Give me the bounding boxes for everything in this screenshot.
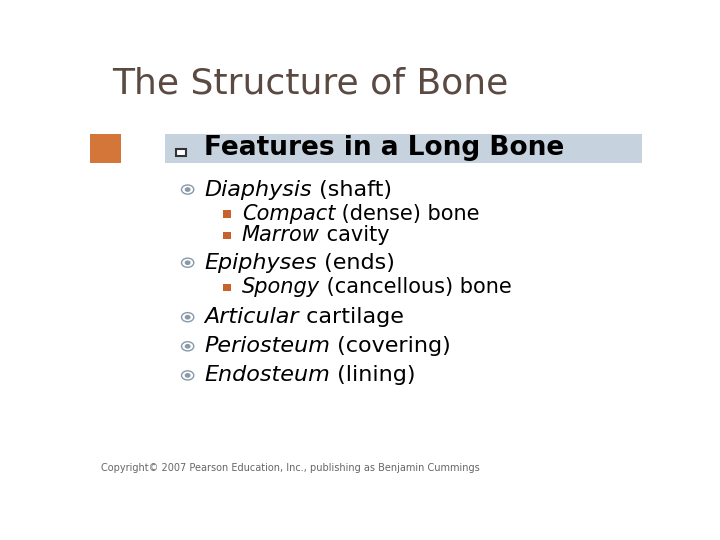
Circle shape: [186, 345, 190, 348]
Text: cavity: cavity: [320, 225, 390, 245]
Text: (cancellous) bone: (cancellous) bone: [320, 277, 512, 297]
Text: Articular: Articular: [204, 307, 299, 327]
FancyBboxPatch shape: [166, 134, 642, 163]
Text: (covering): (covering): [330, 336, 451, 356]
Circle shape: [186, 374, 190, 377]
Text: Periosteum: Periosteum: [204, 336, 330, 356]
Circle shape: [186, 261, 190, 265]
Text: (shaft): (shaft): [312, 179, 392, 200]
FancyBboxPatch shape: [90, 134, 121, 163]
Text: Diaphysis: Diaphysis: [204, 179, 312, 200]
Text: Marrow: Marrow: [242, 225, 320, 245]
Text: Endosteum: Endosteum: [204, 366, 330, 386]
Text: cartilage: cartilage: [299, 307, 404, 327]
Text: Copyright© 2007 Pearson Education, Inc., publishing as Benjamin Cummings: Copyright© 2007 Pearson Education, Inc.,…: [101, 463, 480, 473]
FancyBboxPatch shape: [222, 232, 230, 239]
Text: Compact: Compact: [242, 204, 335, 224]
FancyBboxPatch shape: [222, 210, 230, 218]
Text: (lining): (lining): [330, 366, 415, 386]
Text: (ends): (ends): [317, 253, 395, 273]
Circle shape: [186, 188, 190, 191]
Text: Spongy: Spongy: [242, 277, 320, 297]
Text: The Structure of Bone: The Structure of Bone: [112, 66, 508, 100]
Text: (dense) bone: (dense) bone: [335, 204, 480, 224]
FancyBboxPatch shape: [176, 149, 186, 156]
Circle shape: [186, 315, 190, 319]
Text: Epiphyses: Epiphyses: [204, 253, 317, 273]
FancyBboxPatch shape: [222, 284, 230, 291]
Text: Features in a Long Bone: Features in a Long Bone: [204, 136, 564, 161]
